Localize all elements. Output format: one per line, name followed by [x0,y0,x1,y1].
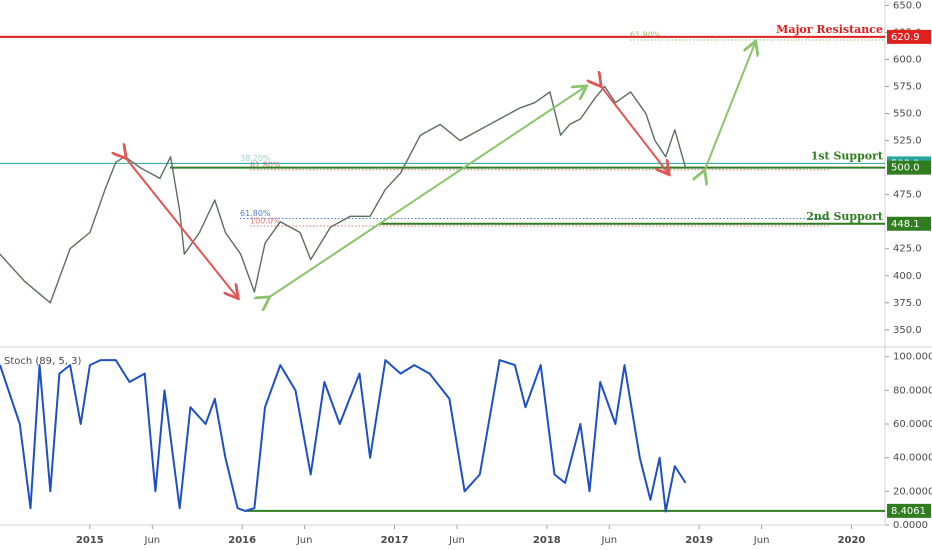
y-tick-label: 80.0000 [893,385,932,396]
price-badge-label: 448.1 [891,219,920,230]
y-tick-label: 400.0 [893,271,922,282]
y-tick-label: 575.0 [893,82,922,93]
y-tick-label: 0.0000 [893,520,928,531]
y-tick-label: 20.0000 [893,486,932,497]
x-tick-label: 2017 [381,535,409,546]
y-tick-label: 425.0 [893,244,922,255]
y-tick-label: 350.0 [893,325,922,336]
fib-label: 100.0% [250,217,281,226]
indicator-title: Stoch (89, 5, 3) [4,356,81,367]
x-tick-label: Jun [753,535,770,546]
x-tick-label: 2016 [228,535,256,546]
x-tick-label: 2015 [76,535,104,546]
level-name: Major Resistance [776,23,883,36]
price-badge [887,29,931,44]
price-badge [887,503,931,518]
x-tick-label: 2019 [685,535,713,546]
price-badge-label: 620.9 [891,32,920,43]
y-tick-label: 375.0 [893,298,922,309]
y-tick-label: 550.0 [893,109,922,120]
level-name: 2nd Support [806,210,884,223]
price-badge-label: 8.4061 [891,506,926,517]
x-tick-label: Jun [448,535,465,546]
series-line [0,359,687,513]
arrow [268,87,585,298]
fib-label: 61.80% [630,31,661,40]
price-badge [887,216,931,231]
y-tick-label: 650.0 [893,0,922,11]
y-tick-label: 40.0000 [893,453,932,464]
price-badge [887,160,931,175]
arrows [125,43,755,298]
arrow [600,85,668,173]
x-tick-label: 2020 [838,535,866,546]
x-tick-label: Jun [296,535,313,546]
x-tick-label: Jun [144,535,161,546]
y-tick-label: 600.0 [893,54,922,65]
y-tick-label: 100.0000 [893,352,932,363]
y-tick-label: 525.0 [893,136,922,147]
arrow [125,157,237,297]
arrow [704,43,755,172]
x-tick-label: Jun [600,535,617,546]
price-badge-label: 500.0 [891,163,920,174]
y-tick-label: 475.0 [893,190,922,201]
y-tick-label: 60.0000 [893,419,932,430]
level-name: 1st Support [811,149,884,162]
x-tick-label: 2018 [533,535,561,546]
